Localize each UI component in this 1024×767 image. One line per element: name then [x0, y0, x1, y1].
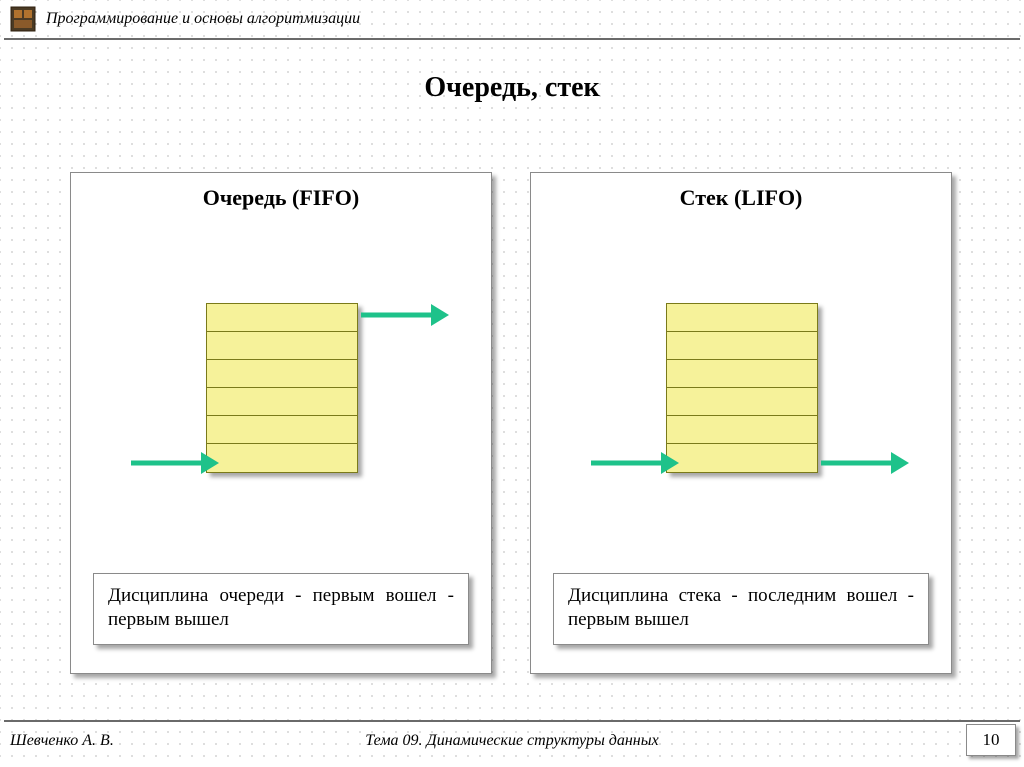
stack-panel-title: Стек (LIFO)	[531, 185, 951, 211]
stack-panel: Стек (LIFO) Дисциплина стека - последним…	[530, 172, 952, 674]
stack-cell	[667, 304, 817, 332]
queue-stack-diagram	[206, 303, 358, 473]
stack-cell	[207, 416, 357, 444]
queue-arrow-out-icon	[361, 304, 449, 326]
queue-caption: Дисциплина очереди - первым вошел - перв…	[93, 573, 469, 645]
stack-cell	[667, 332, 817, 360]
page-title: Очередь, стек	[0, 72, 1024, 104]
stack-cell	[207, 444, 357, 472]
header-divider	[4, 38, 1020, 40]
stack-cell	[667, 360, 817, 388]
stack-caption: Дисциплина стека - последним вошел - пер…	[553, 573, 929, 645]
stack-cell	[207, 360, 357, 388]
queue-arrow-in-icon	[131, 452, 219, 474]
stack-cell	[667, 416, 817, 444]
course-logo-icon	[8, 4, 38, 34]
stack-cell	[207, 332, 357, 360]
stack-stack-diagram	[666, 303, 818, 473]
page-number: 10	[966, 724, 1016, 756]
stack-arrow-out-icon	[821, 452, 909, 474]
footer-divider	[4, 720, 1020, 722]
footer-topic: Тема 09. Динамические структуры данных	[0, 732, 1024, 750]
course-title: Программирование и основы алгоритмизации	[46, 10, 360, 28]
queue-panel: Очередь (FIFO) Дисциплина очереди - перв…	[70, 172, 492, 674]
stack-cell	[207, 304, 357, 332]
stack-cell	[667, 388, 817, 416]
stack-cell	[667, 444, 817, 472]
queue-panel-title: Очередь (FIFO)	[71, 185, 491, 211]
stack-arrow-in-icon	[591, 452, 679, 474]
stack-cell	[207, 388, 357, 416]
